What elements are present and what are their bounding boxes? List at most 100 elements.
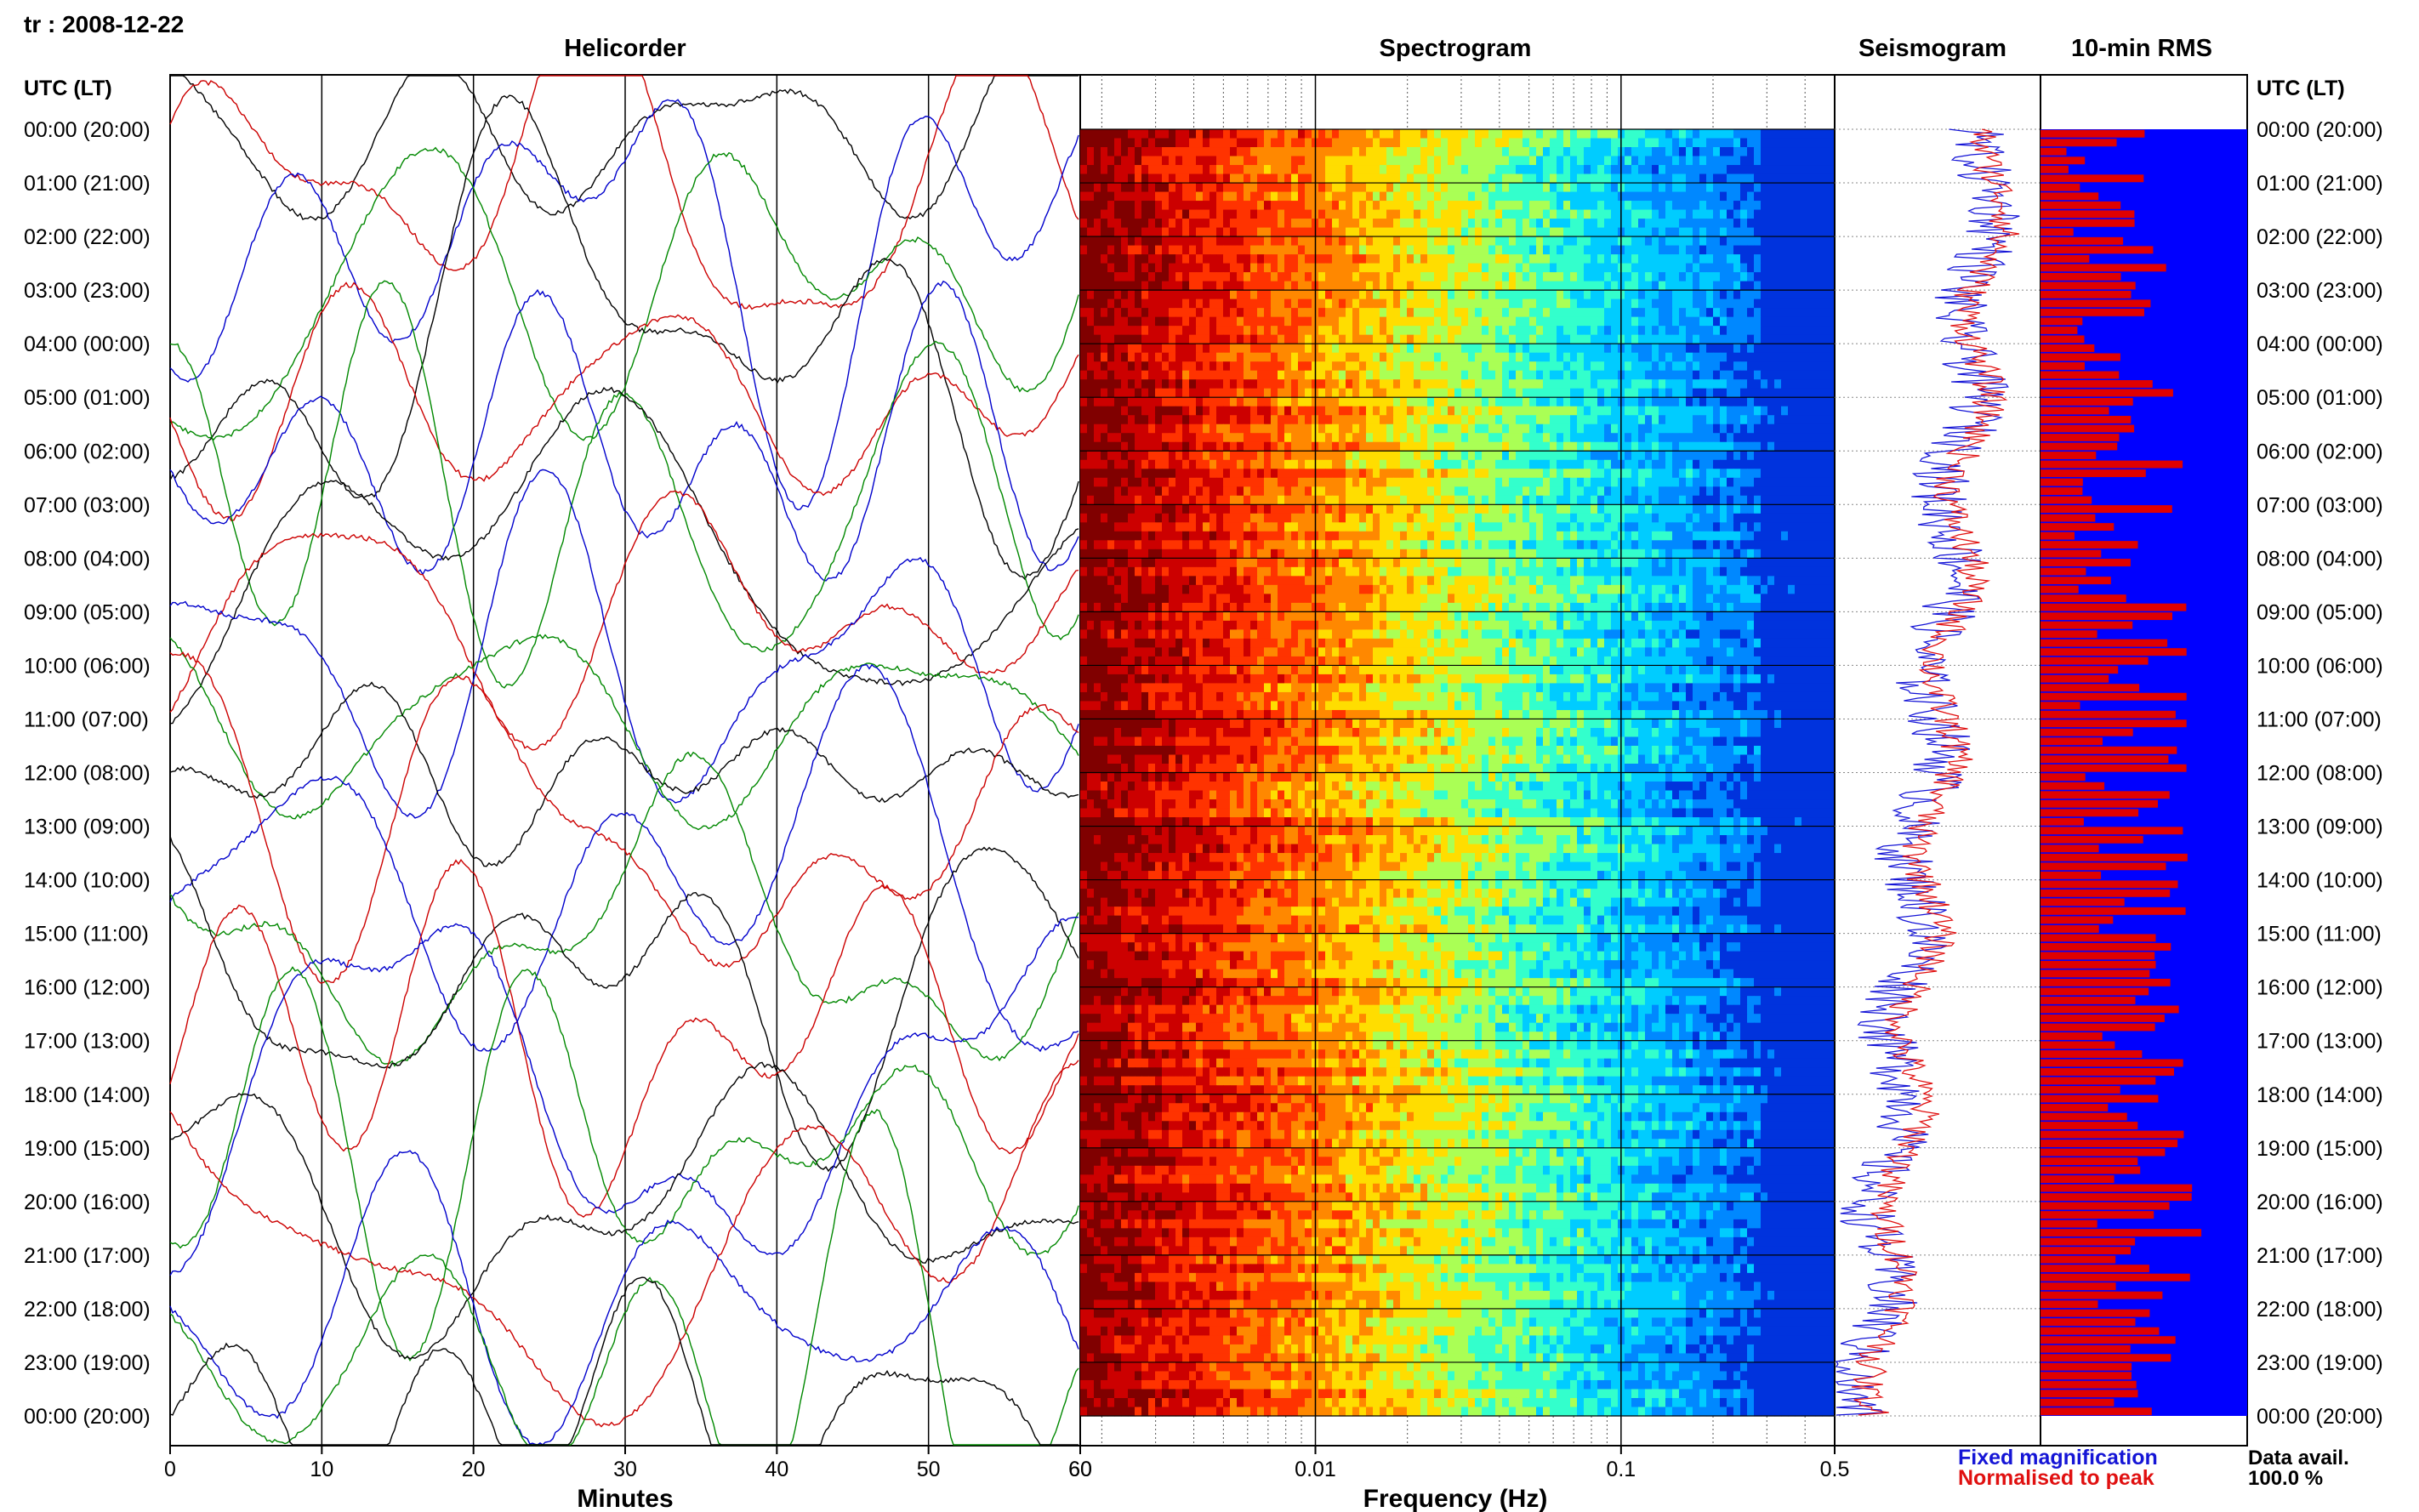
spectrogram-cell (1339, 433, 1346, 443)
spectrogram-cell (1237, 522, 1244, 532)
spectrogram-cell (1284, 522, 1292, 532)
spectrogram-cell (1686, 298, 1693, 309)
spectrogram-cell (1352, 201, 1360, 211)
spectrogram-cell (1774, 173, 1782, 184)
spectrogram-cell (1665, 423, 1673, 434)
spectrogram-cell (1359, 254, 1367, 264)
spectrogram-cell (1427, 281, 1435, 291)
spectrogram-cell (1230, 191, 1238, 202)
spectrogram-cell (1645, 495, 1653, 505)
spectrogram-cell (1829, 290, 1836, 300)
spectrogram-cell (1774, 370, 1782, 380)
spectrogram-cell (1366, 415, 1374, 425)
spectrogram-cell (1475, 209, 1483, 219)
spectrogram-cell (1420, 486, 1428, 497)
spectrogram-cell (1420, 209, 1428, 219)
spectrogram-cell (1488, 290, 1496, 300)
spectrogram-cell (1366, 433, 1374, 443)
spectrogram-cell (1346, 451, 1353, 461)
spectrogram-cell (1121, 352, 1129, 362)
spectrogram-cell (1427, 397, 1435, 407)
spectrogram-cell (1121, 254, 1129, 264)
spectrogram-cell (1577, 451, 1585, 461)
spectrogram-cell (1604, 263, 1612, 273)
spectrogram-cell (1747, 156, 1755, 166)
spectrogram-cell (1284, 397, 1292, 407)
spectrogram-cell (1672, 504, 1680, 514)
spectrogram-cell (1611, 423, 1619, 434)
spectrogram-cell (1434, 298, 1442, 309)
spectrogram-cell (1448, 433, 1455, 443)
spectrogram-cell (1611, 477, 1619, 487)
spectrogram-cell (1591, 415, 1598, 425)
spectrogram-cell (1679, 388, 1687, 398)
spectrogram-cell (1822, 379, 1830, 389)
spectrogram-cell (1529, 219, 1537, 229)
spectrogram-cell (1162, 486, 1170, 497)
spectrogram-cell (1720, 406, 1727, 416)
spectrogram-cell (1175, 138, 1183, 148)
spectrogram-cell (1713, 352, 1721, 362)
spectrogram-cell (1665, 156, 1673, 166)
spectrogram-cell (1182, 138, 1190, 148)
spectrogram-cell (1087, 173, 1095, 184)
spectrogram-cell (1740, 156, 1748, 166)
spectrogram-cell (1645, 165, 1653, 175)
spectrogram-cell (1291, 397, 1299, 407)
spectrogram-cell (1699, 459, 1707, 469)
spectrogram-cell (1652, 201, 1659, 211)
spectrogram-cell (1427, 433, 1435, 443)
spectrogram-cell (1488, 459, 1496, 469)
spectrogram-cell (1346, 227, 1353, 237)
spectrogram-cell (1727, 415, 1734, 425)
spectrogram-cell (1781, 397, 1789, 407)
spectrogram-cell (1774, 236, 1782, 247)
spectrogram-cell (1461, 254, 1469, 264)
spectrogram-cell (1400, 504, 1408, 514)
spectrogram-cell (1516, 263, 1523, 273)
helicorder-trace (169, 858, 1079, 1218)
spectrogram-cell (1216, 191, 1224, 202)
spectrogram-cell (1094, 281, 1101, 291)
spectrogram-cell (1155, 281, 1163, 291)
spectrogram-cell (1774, 272, 1782, 282)
spectrogram-cell (1121, 236, 1129, 247)
spectrogram-cell (1482, 361, 1489, 372)
spectrogram-cell (1318, 316, 1326, 327)
spectrogram-cell (1645, 397, 1653, 407)
spectrogram-cell (1203, 129, 1210, 139)
spectrogram-cell (1128, 138, 1136, 148)
spectrogram-cell (1407, 486, 1414, 497)
spectrogram-cell (1652, 344, 1659, 354)
spectrogram-cell (1291, 433, 1299, 443)
spectrogram-cell (1706, 263, 1714, 273)
spectrogram-cell (1352, 308, 1360, 318)
spectrogram-cell (1291, 513, 1299, 523)
spectrogram-cell (1080, 308, 1088, 318)
spectrogram-cell (1155, 254, 1163, 264)
spectrogram-cell (1733, 451, 1741, 461)
spectrogram-cell (1591, 254, 1598, 264)
spectrogram-cell (1713, 334, 1721, 344)
spectrogram-cell (1448, 334, 1455, 344)
spectrogram-cell (1278, 316, 1285, 327)
spectrogram-cell (1386, 129, 1394, 139)
spectrogram-cell (1468, 495, 1476, 505)
spectrogram-cell (1808, 486, 1816, 497)
spectrogram-cell (1536, 423, 1544, 434)
spectrogram-cell (1196, 156, 1204, 166)
spectrogram-cell (1352, 209, 1360, 219)
spectrogram-cell (1502, 469, 1510, 479)
spectrogram-cell (1597, 504, 1605, 514)
spectrogram-cell (1822, 423, 1830, 434)
spectrogram-cell (1720, 415, 1727, 425)
spectrogram-cell (1366, 406, 1374, 416)
spectrogram-cell (1638, 138, 1646, 148)
spectrogram-cell (1652, 495, 1659, 505)
spectrogram-cell (1706, 459, 1714, 469)
spectrogram-cell (1822, 308, 1830, 318)
spectrogram-cell (1774, 504, 1782, 514)
spectrogram-cell (1427, 316, 1435, 327)
spectrogram-cell (1427, 504, 1435, 514)
spectrogram-cell (1414, 388, 1421, 398)
